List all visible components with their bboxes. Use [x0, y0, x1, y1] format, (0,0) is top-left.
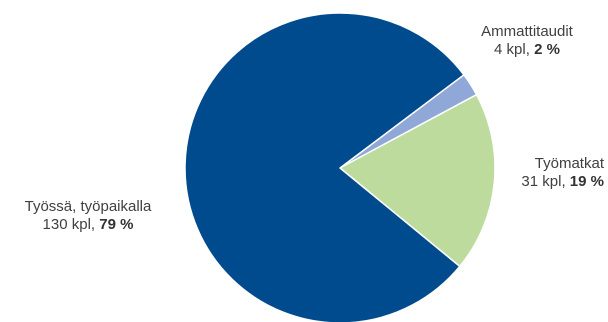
label-tyomatkat-name: Työmatkat [534, 155, 604, 172]
label-tyomatkat-count: 31 kpl, [521, 173, 566, 190]
label-tyossa-count: 130 kpl, [42, 216, 96, 233]
slice-tyossa [184, 12, 465, 322]
label-tyomatkat: Työmatkat 31 kpl, 19 % [470, 155, 604, 191]
label-tyossa: Työssä, työpaikalla 130 kpl, 79 % [2, 198, 174, 234]
label-ammattitaudit: Ammattitaudit 4 kpl, 2 % [452, 23, 602, 59]
label-ammattitaudit-name: Ammattitaudit [481, 23, 573, 40]
label-ammattitaudit-count: 4 kpl, [494, 41, 530, 58]
label-tyossa-percent: 79 % [99, 216, 134, 233]
label-tyomatkat-percent: 19 % [569, 173, 604, 190]
label-tyossa-name: Työssä, työpaikalla [24, 198, 152, 215]
label-ammattitaudit-percent: 2 % [534, 41, 560, 58]
slice-tyomatkat [339, 93, 496, 268]
